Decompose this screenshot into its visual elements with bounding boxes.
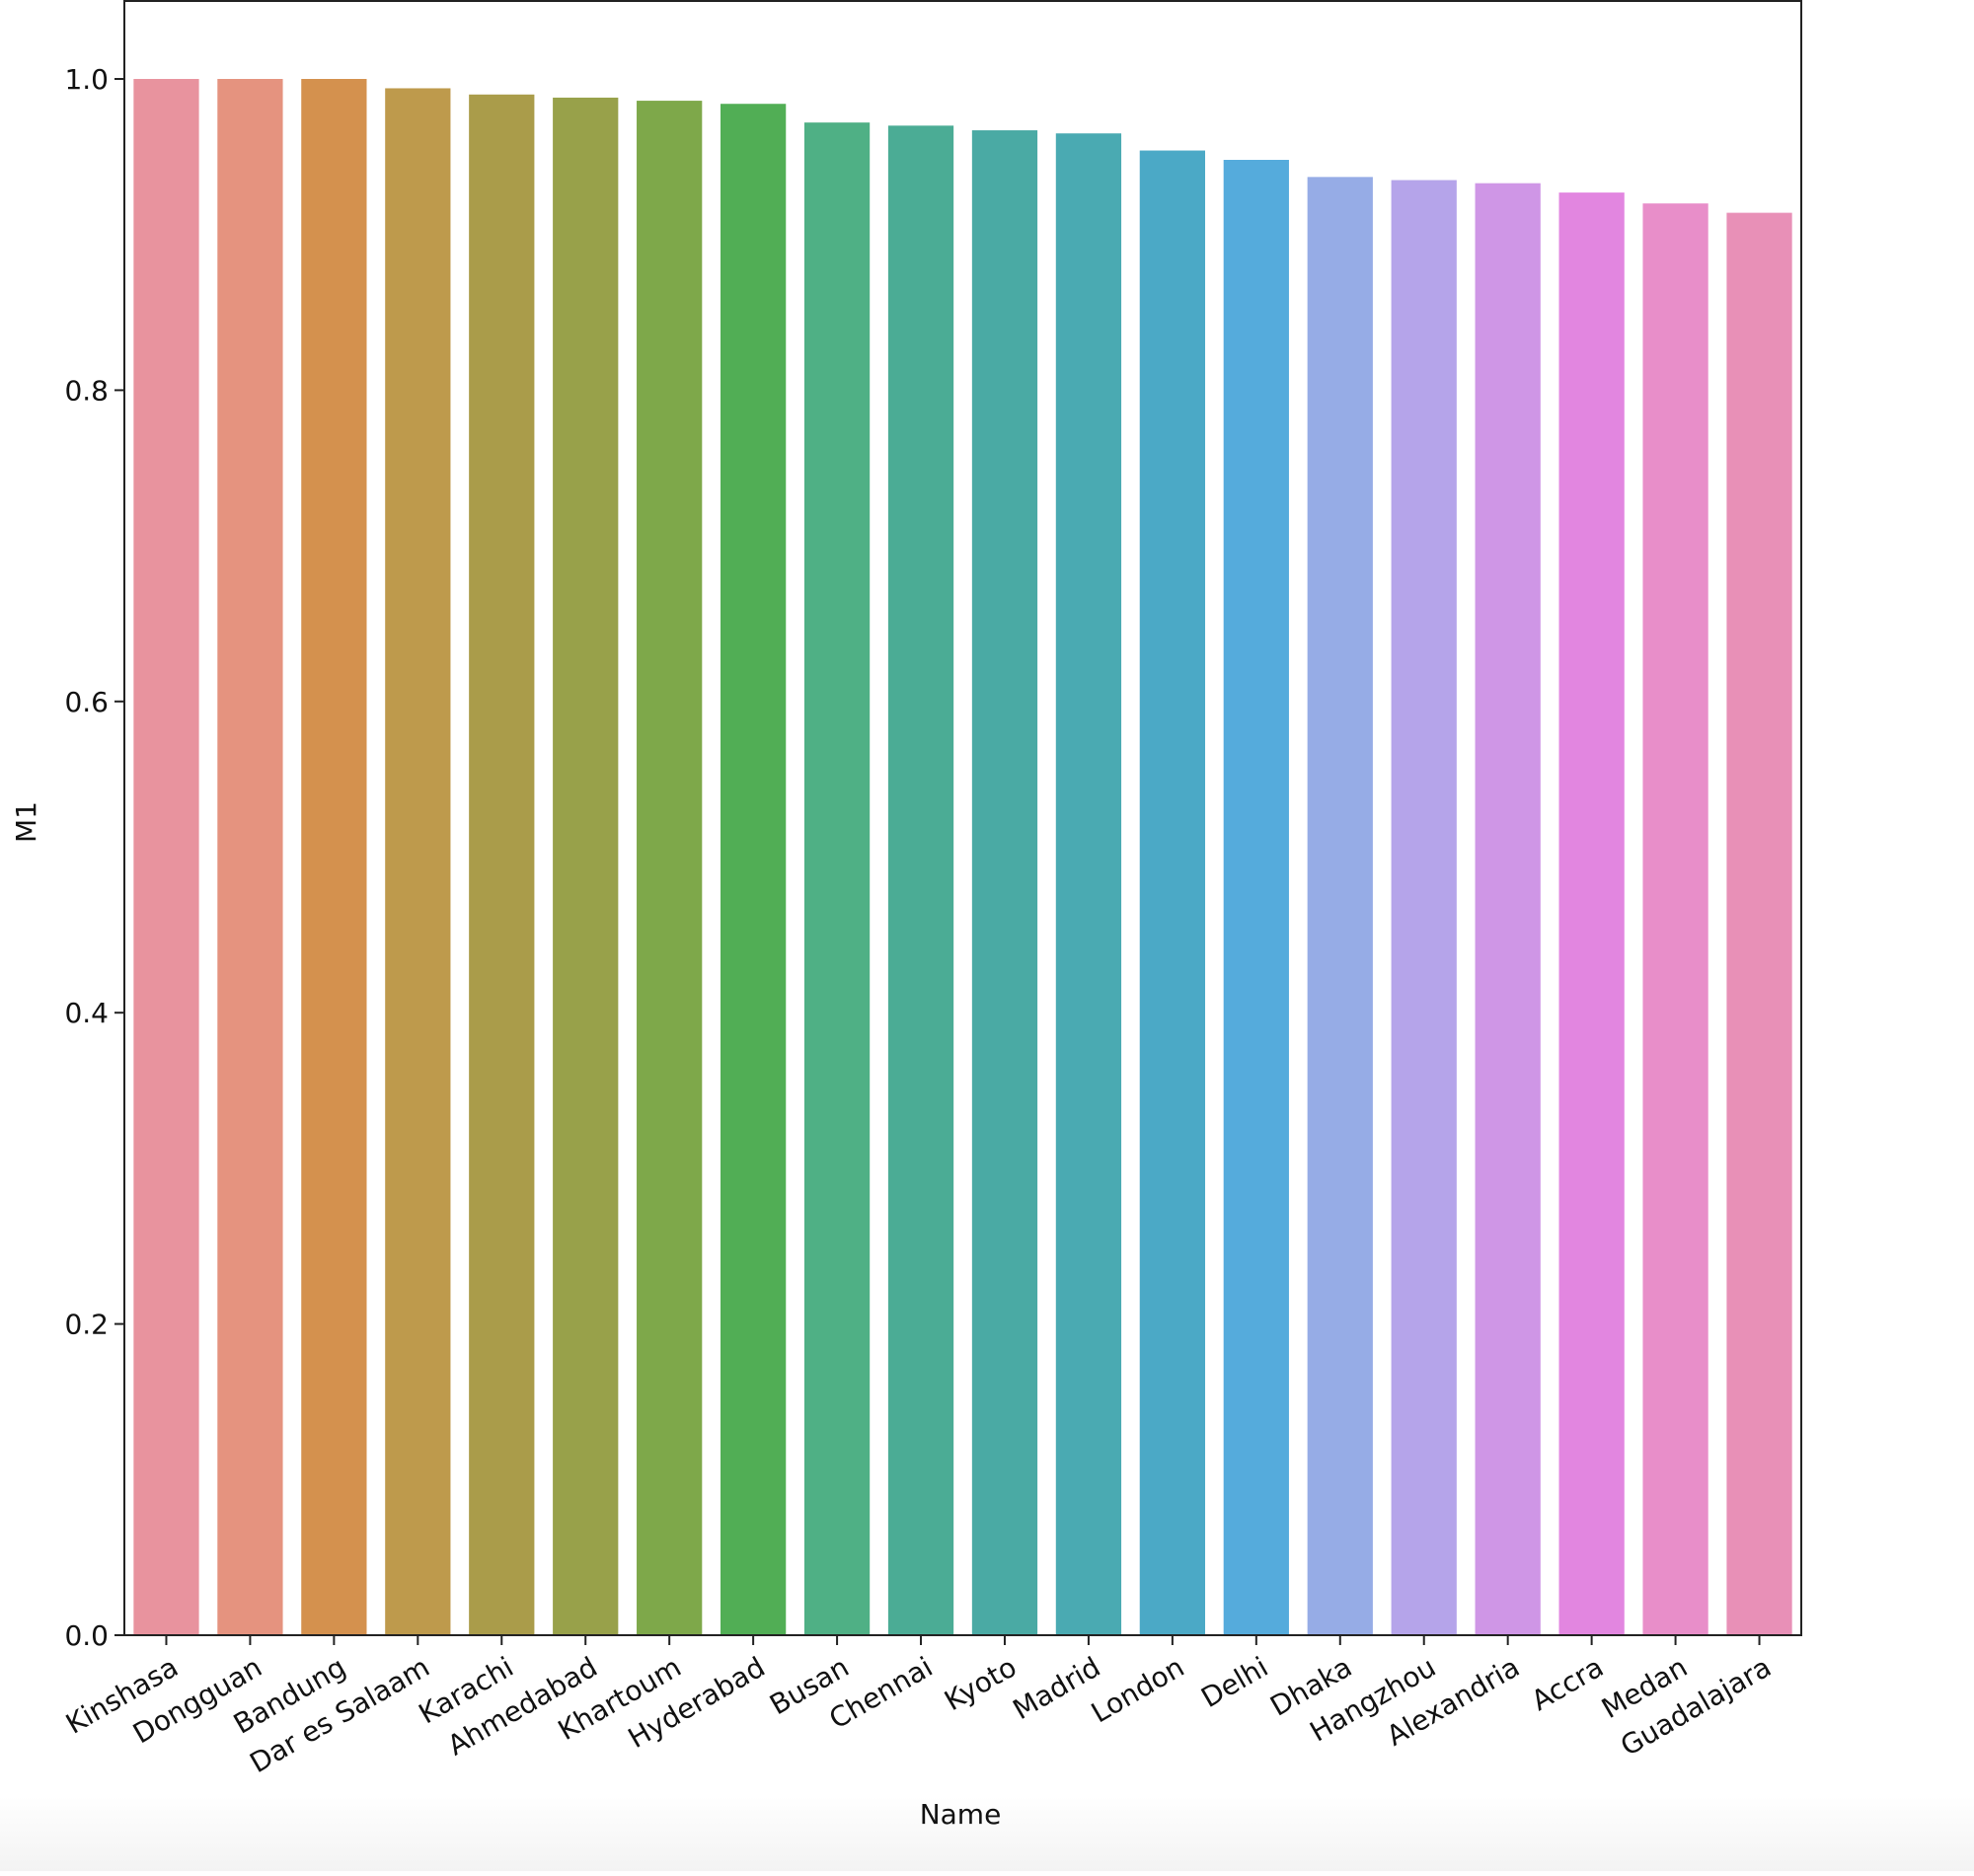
bar-dar-es-salaam <box>385 88 451 1636</box>
y-tick-label: 0.6 <box>64 686 109 718</box>
y-tick-label: 0.2 <box>64 1309 109 1341</box>
bar-busan <box>803 122 871 1635</box>
bar-ahmedabad <box>553 97 619 1635</box>
bar-guadalajara <box>1726 212 1792 1635</box>
bar-chennai <box>887 125 954 1635</box>
x-tick-label: Madrid <box>1008 1650 1106 1726</box>
bar-hangzhou <box>1391 180 1457 1635</box>
bar-alexandria <box>1475 183 1541 1635</box>
bar-hyderabad <box>720 104 787 1636</box>
y-tick-label: 0.8 <box>64 374 109 407</box>
bar-kinshasa <box>133 79 199 1635</box>
y-axis: 0.0 0.2 0.4 0.6 0.8 1.0 <box>64 63 124 1652</box>
bar-karachi <box>469 94 535 1635</box>
bar-madrid <box>1055 133 1122 1636</box>
x-axis-label: Name <box>920 1798 1002 1831</box>
y-axis-label: M1 <box>10 801 42 843</box>
x-tick-label: London <box>1086 1650 1189 1729</box>
bar-delhi <box>1223 160 1289 1635</box>
bars-layer <box>133 79 1792 1636</box>
x-tick-label: Kyoto <box>939 1650 1022 1717</box>
bar-medan <box>1642 203 1708 1635</box>
y-tick-label: 1.0 <box>64 63 109 96</box>
bar-accra <box>1558 192 1625 1635</box>
axes-frame <box>123 0 1802 1636</box>
bar-bandung <box>301 79 367 1635</box>
x-tick-label: Delhi <box>1195 1650 1273 1714</box>
bar-kyoto <box>971 130 1038 1635</box>
bar-dongguan <box>217 79 283 1635</box>
y-tick-label: 0.4 <box>64 997 109 1029</box>
plot-frame <box>123 0 1802 1636</box>
bar-khartoum <box>637 101 703 1636</box>
y-tick-label: 0.0 <box>64 1619 109 1652</box>
bar-london <box>1139 150 1205 1635</box>
bar-dhaka <box>1307 177 1373 1636</box>
x-tick-label: Accra <box>1526 1650 1609 1717</box>
